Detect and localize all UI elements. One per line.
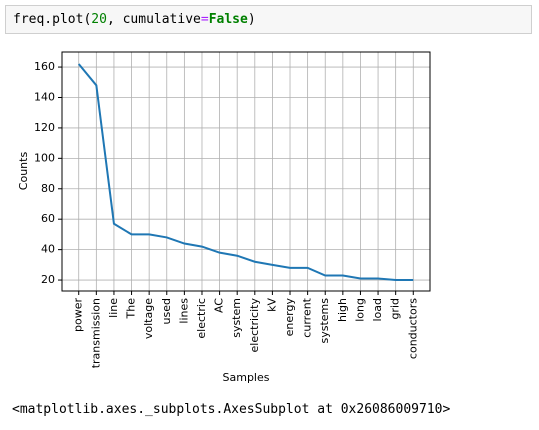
chart: Counts Samples 20 40 60 80 100 120 140 160 power… (17, 51, 431, 384)
code-cell[interactable]: freq.plot(20, cumulative=False) (5, 5, 532, 34)
x-tick-label: lines (177, 298, 190, 324)
data-line (77, 63, 414, 282)
y-tick-label: 100 (34, 151, 55, 164)
x-tick-label: systems (318, 298, 331, 344)
x-tick-label: kV (265, 298, 278, 312)
x-tick-label: high (336, 298, 349, 322)
x-tick-label: electric (195, 298, 208, 339)
code: ) (247, 12, 256, 27)
x-tick-label: transmission (89, 298, 102, 368)
x-tick-label: grid (389, 298, 402, 320)
x-tick-label: electricity (248, 298, 261, 353)
x-tick-label: system (230, 298, 243, 338)
y-tick-label: 140 (34, 90, 55, 103)
y-tick-label: 80 (41, 182, 55, 195)
y-tick-label: 20 (41, 273, 55, 286)
code: False (208, 12, 248, 27)
code: , cumulative (106, 12, 201, 27)
x-tick-label: The (125, 298, 138, 320)
code: freq.plot( (13, 12, 92, 27)
x-tick-label: line (107, 298, 120, 318)
x-tick-label: energy (283, 298, 296, 337)
x-tick-label: current (301, 297, 314, 337)
y-tick-label: 40 (41, 243, 55, 256)
code: = (200, 12, 209, 27)
x-tick-label: voltage (142, 298, 155, 339)
plot-frame (61, 51, 431, 292)
y-tick-label: 60 (41, 212, 55, 225)
x-axis-label: Samples (223, 371, 270, 384)
output: <matplotlib.axes._subplots.AxesSubplot a… (12, 402, 451, 417)
x-tick-label: used (160, 298, 173, 324)
x-tick-label: conductors (406, 298, 419, 359)
x-tick-label: load (371, 298, 384, 322)
code: 20 (91, 12, 107, 27)
y-tick-label: 120 (34, 121, 55, 134)
x-tick-label: long (353, 298, 366, 322)
y-axis-label: Counts (17, 152, 30, 191)
x-tick-label: power (72, 298, 85, 332)
x-tick-label: AC (213, 298, 226, 313)
y-tick-label: 160 (34, 60, 55, 73)
